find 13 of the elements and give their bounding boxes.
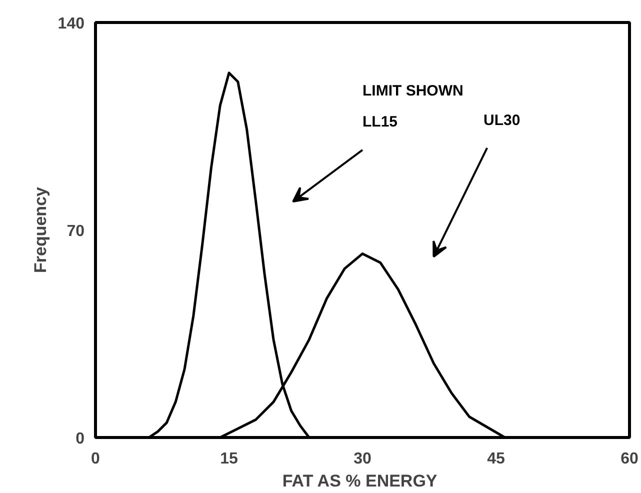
x-axis-title: FAT AS % ENERGY bbox=[282, 472, 438, 490]
x-tick-label: 30 bbox=[354, 450, 372, 468]
y-tick-label: 0 bbox=[76, 430, 85, 448]
x-tick-label: 0 bbox=[91, 450, 100, 468]
annotation: UL30 bbox=[484, 112, 520, 130]
y-tick-label: 140 bbox=[58, 16, 85, 32]
y-tick-label: 70 bbox=[66, 223, 85, 240]
x-tick-label: 45 bbox=[487, 450, 505, 468]
y-axis-title: Frequency bbox=[30, 186, 50, 273]
x-tick-label: 60 bbox=[620, 450, 638, 468]
annotation: LIMIT SHOWN bbox=[362, 82, 464, 100]
annotation: LL15 bbox=[362, 113, 398, 130]
x-tick-label: 15 bbox=[220, 450, 238, 468]
